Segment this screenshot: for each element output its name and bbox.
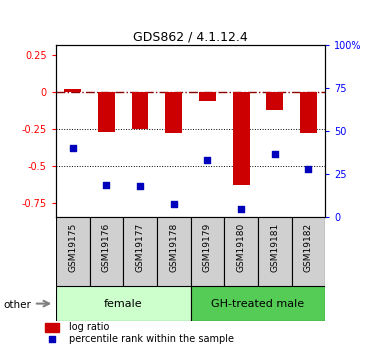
Bar (292, 217, 325, 286)
Text: GH-treated male: GH-treated male (211, 299, 305, 308)
Text: percentile rank within the sample: percentile rank within the sample (69, 334, 234, 344)
Text: GSM19178: GSM19178 (169, 223, 178, 272)
Bar (266, 92, 283, 110)
Text: GSM19180: GSM19180 (237, 223, 246, 272)
Point (305, 166, 311, 172)
Point (204, 158, 211, 163)
Title: GDS862 / 4.1.12.4: GDS862 / 4.1.12.4 (133, 31, 248, 44)
Bar (258, 217, 292, 286)
Bar (224, 217, 258, 286)
Point (49, 336, 55, 342)
Bar (191, 217, 224, 286)
Text: GSM19179: GSM19179 (203, 223, 212, 272)
Bar (233, 92, 249, 185)
Bar (45, 323, 59, 332)
Text: GSM19175: GSM19175 (68, 223, 77, 272)
Text: other: other (4, 300, 32, 310)
Text: GSM19177: GSM19177 (136, 223, 144, 272)
Bar (300, 92, 317, 133)
Point (137, 184, 143, 189)
Point (103, 182, 109, 187)
Text: GSM19181: GSM19181 (270, 223, 279, 272)
Text: GSM19176: GSM19176 (102, 223, 111, 272)
Text: female: female (104, 299, 142, 308)
Point (70, 146, 76, 151)
Text: log ratio: log ratio (69, 322, 109, 332)
Bar (56, 217, 89, 286)
Bar (199, 92, 216, 101)
Bar (123, 217, 157, 286)
Bar (64, 89, 81, 92)
Bar (157, 217, 191, 286)
Point (272, 151, 278, 156)
Bar (165, 92, 182, 133)
Bar (56, 286, 191, 321)
Point (238, 206, 244, 211)
Bar (89, 217, 123, 286)
Point (171, 201, 177, 206)
Bar (191, 286, 325, 321)
Text: GSM19182: GSM19182 (304, 223, 313, 272)
Bar (98, 92, 115, 132)
Bar (132, 92, 149, 129)
